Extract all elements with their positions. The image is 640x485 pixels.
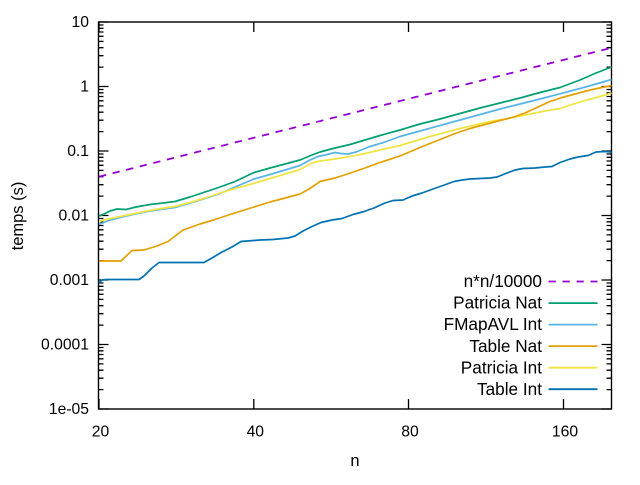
svg-text:n*n/10000: n*n/10000 xyxy=(464,271,542,291)
svg-text:1e-05: 1e-05 xyxy=(49,401,89,418)
svg-text:0.001: 0.001 xyxy=(50,272,89,289)
svg-text:n: n xyxy=(350,452,359,470)
svg-text:0.0001: 0.0001 xyxy=(41,337,89,354)
svg-text:Patricia Nat: Patricia Nat xyxy=(453,293,542,313)
svg-text:160: 160 xyxy=(552,424,578,441)
svg-text:0.1: 0.1 xyxy=(67,143,89,160)
svg-text:0.01: 0.01 xyxy=(58,208,89,225)
svg-text:FMapAVL Int: FMapAVL Int xyxy=(444,314,543,334)
svg-text:Table Int: Table Int xyxy=(477,379,542,399)
svg-text:temps (s): temps (s) xyxy=(9,182,27,251)
svg-text:Table Nat: Table Nat xyxy=(469,336,542,356)
svg-text:40: 40 xyxy=(247,424,265,441)
svg-text:10: 10 xyxy=(72,14,90,31)
svg-text:20: 20 xyxy=(92,424,110,441)
svg-text:1: 1 xyxy=(80,79,89,96)
svg-text:Patricia Int: Patricia Int xyxy=(461,357,542,377)
svg-text:80: 80 xyxy=(401,424,419,441)
